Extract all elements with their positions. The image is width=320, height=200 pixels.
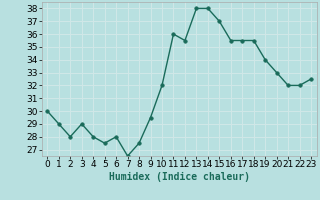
X-axis label: Humidex (Indice chaleur): Humidex (Indice chaleur): [109, 172, 250, 182]
